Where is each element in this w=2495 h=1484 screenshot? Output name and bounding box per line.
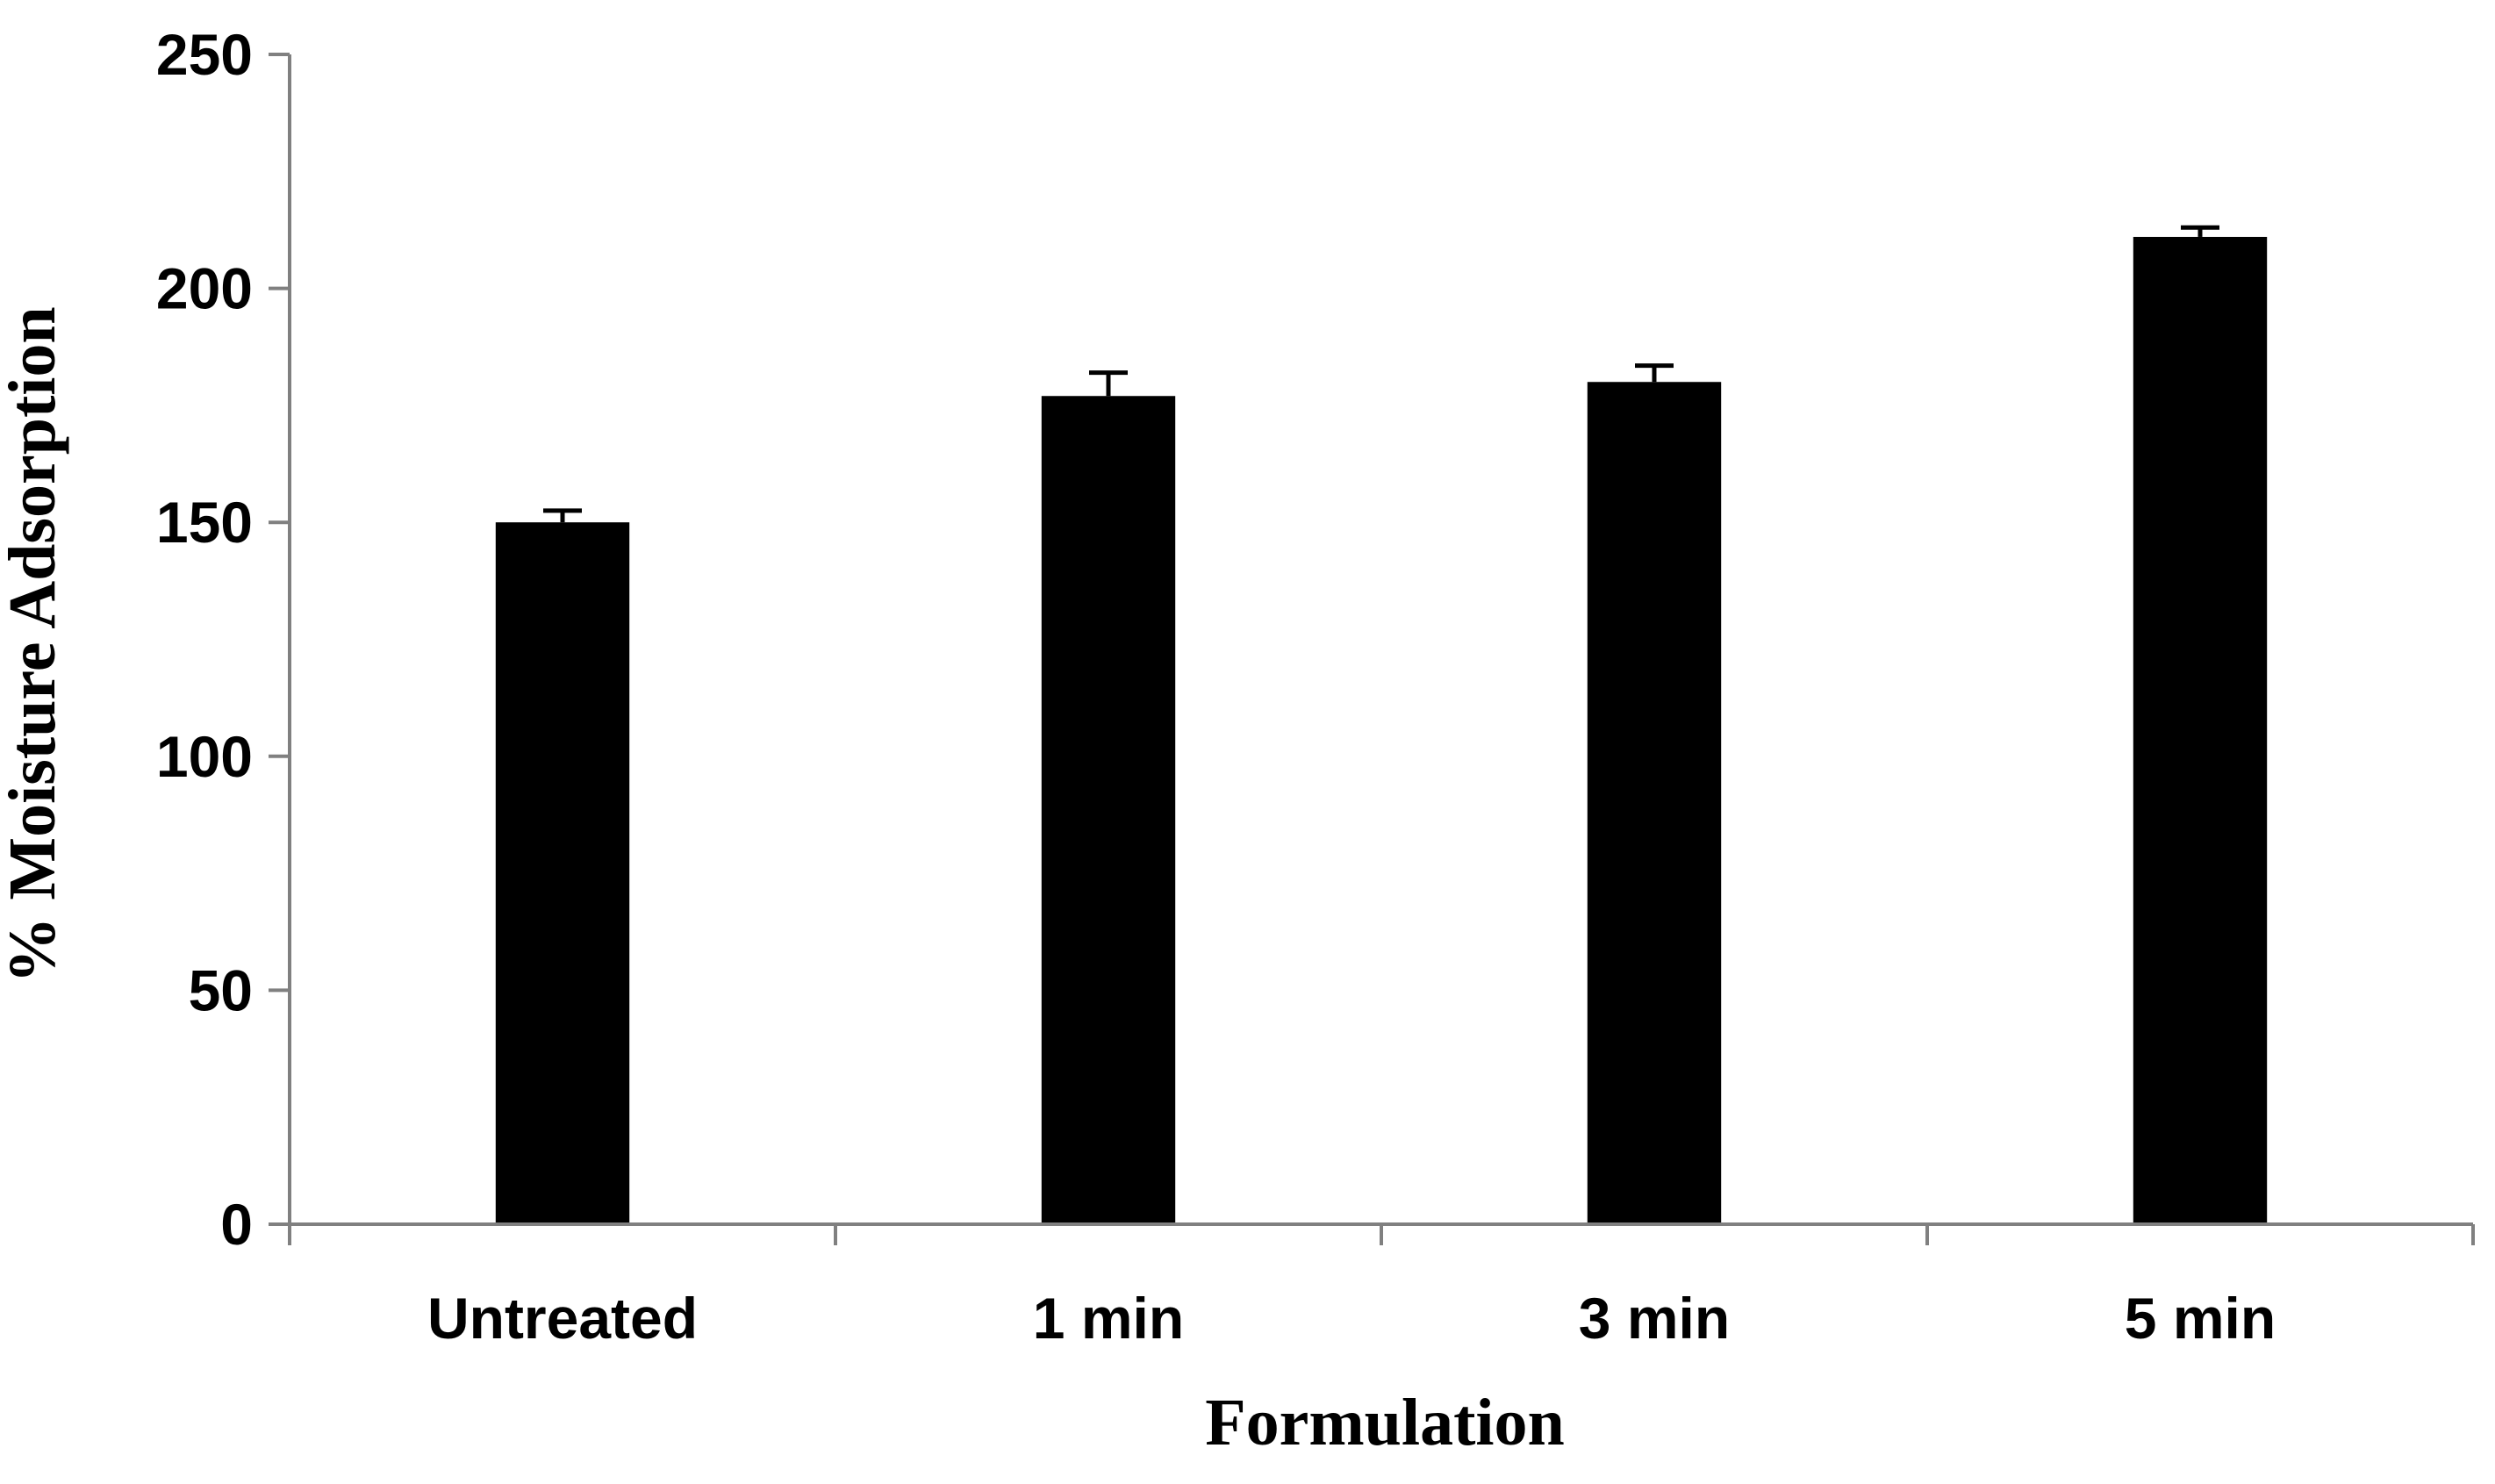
plot-area: 0 50 100 150 200 250 Untreated 1 min 3 min 5 min (156, 22, 2475, 1351)
x-tick-label: 3 min (1579, 1286, 1730, 1351)
x-tick-label: 1 min (1033, 1286, 1184, 1351)
y-tick-label: 100 (156, 724, 253, 789)
x-axis-title: Formulation (1205, 1386, 1565, 1459)
bar (1041, 396, 1176, 1225)
y-tick-label: 150 (156, 490, 253, 555)
x-tick-label: Untreated (427, 1286, 698, 1351)
x-tick-label: 5 min (2125, 1286, 2276, 1351)
y-tick-label: 200 (156, 256, 253, 321)
y-tick-label: 0 (220, 1192, 253, 1257)
bar (495, 522, 630, 1224)
bar (1587, 382, 1722, 1224)
y-axis-title: % Moisture Adsorption (0, 306, 69, 983)
bar (2133, 236, 2268, 1224)
y-tick-label: 50 (189, 957, 253, 1022)
y-tick-label: 250 (156, 22, 253, 87)
